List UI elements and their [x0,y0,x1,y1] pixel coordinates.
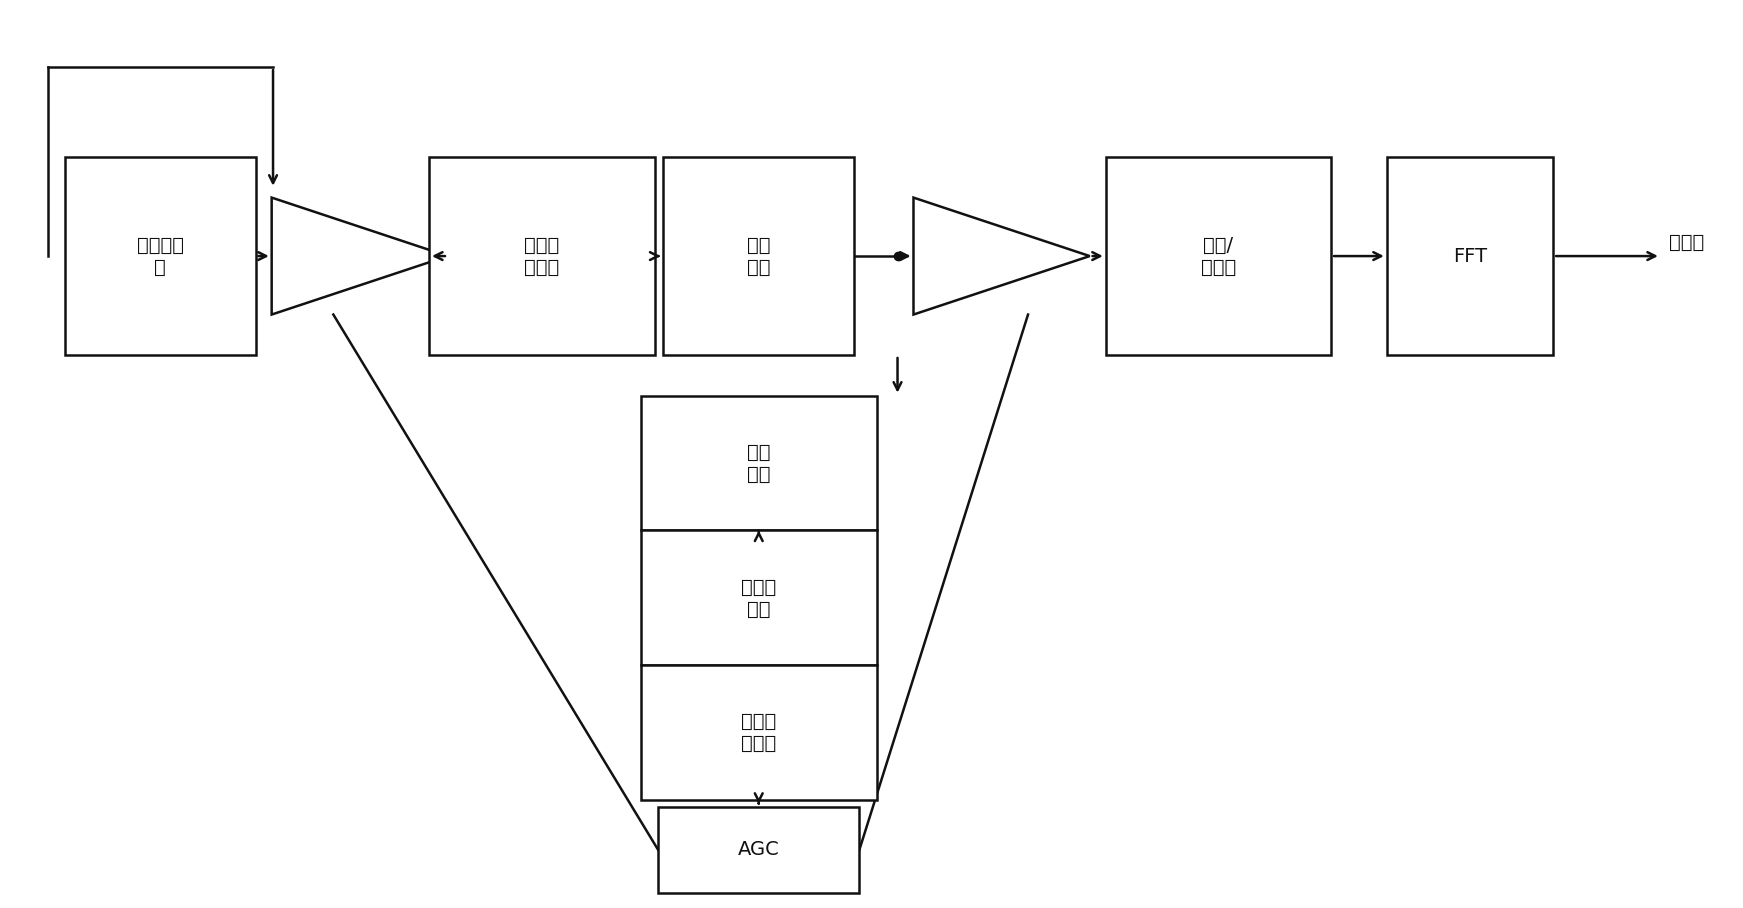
Bar [1105,157,1332,355]
Text: 求派生
序列: 求派生 序列 [741,577,776,618]
Polygon shape [272,198,448,314]
Text: 功率
统计: 功率 统计 [748,442,770,483]
Bar [1387,157,1553,355]
Text: 模拟正
交解调: 模拟正 交解调 [525,235,560,277]
Text: FFT: FFT [1454,247,1487,265]
Bar [664,157,854,355]
Text: 去交织: 去交织 [1670,233,1705,252]
Text: 带通滤波
器: 带通滤波 器 [136,235,183,277]
Bar [641,666,877,800]
Text: 检测有
无信号: 检测有 无信号 [741,713,776,754]
Bar [641,396,877,530]
Text: AGC: AGC [737,840,779,859]
Bar [659,806,859,893]
Bar [641,530,877,666]
Bar [64,157,256,355]
Text: 模数
变换: 模数 变换 [748,235,770,277]
Bar [429,157,655,355]
Polygon shape [913,198,1089,314]
Text: 同步/
下变频: 同步/ 下变频 [1201,235,1236,277]
